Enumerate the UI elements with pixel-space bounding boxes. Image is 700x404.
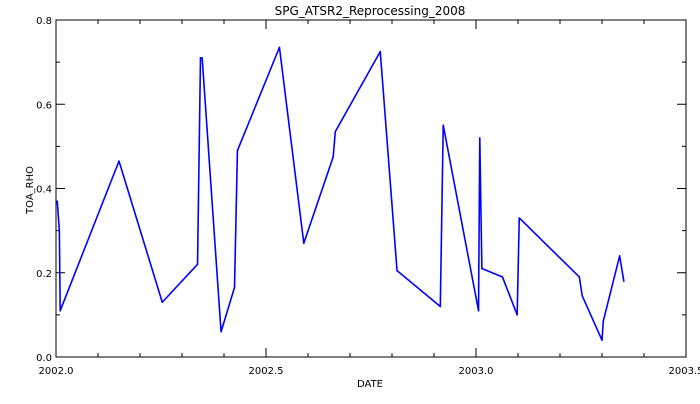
data-point (59, 230, 61, 232)
y-axis-label: TOA_RHO (25, 166, 36, 215)
data-point (220, 331, 222, 333)
x-tick-label: 2003.5 (669, 366, 700, 377)
data-point (335, 131, 337, 133)
data-point (303, 242, 305, 244)
data-point (197, 264, 199, 266)
data-point (161, 301, 163, 303)
data-point (234, 287, 236, 289)
y-tick-label: 0.8 (36, 16, 52, 27)
data-point (601, 339, 603, 341)
data-point (579, 276, 581, 278)
data-point (478, 310, 480, 312)
data-point (602, 320, 604, 322)
x-tick-label: 2002.0 (39, 366, 74, 377)
x-axis-label: DATE (357, 379, 383, 390)
y-tick-label: 0.0 (36, 353, 52, 364)
data-point (379, 51, 381, 53)
data-point (581, 295, 583, 297)
data-point (200, 57, 202, 59)
y-tick-label: 0.6 (36, 100, 52, 111)
data-point (623, 280, 625, 282)
data-point (201, 57, 203, 59)
data-point (442, 125, 444, 127)
data-point (502, 276, 504, 278)
y-tick-label: 0.4 (36, 185, 52, 196)
data-point (332, 156, 334, 158)
data-point (237, 150, 239, 152)
y-tick-label: 0.2 (36, 269, 52, 280)
data-point (619, 255, 621, 257)
data-point (59, 310, 61, 312)
x-tick-label: 2003.0 (459, 366, 494, 377)
data-point (479, 137, 481, 139)
data-point (118, 160, 120, 162)
x-tick-label: 2002.5 (249, 366, 284, 377)
data-point (56, 200, 58, 202)
data-point (279, 47, 281, 49)
data-point (481, 268, 483, 270)
data-point (516, 314, 518, 316)
data-point (440, 306, 442, 308)
data-point (396, 270, 398, 272)
chart-title: SPG_ATSR2_Reprocessing_2008 (275, 4, 466, 18)
data-point (518, 217, 520, 219)
